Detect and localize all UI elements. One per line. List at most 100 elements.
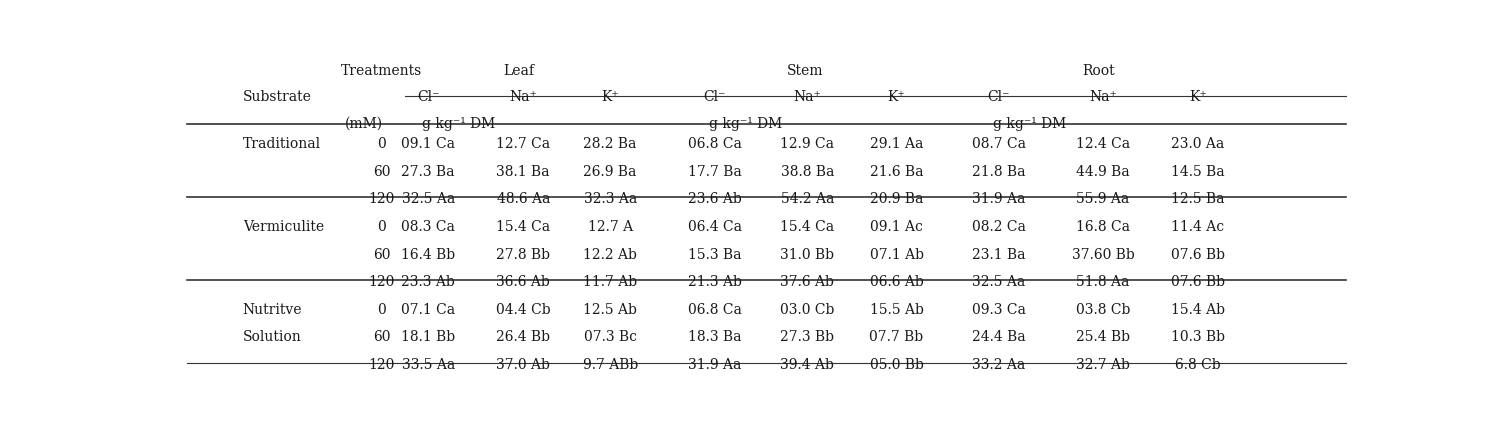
Text: K⁺: K⁺ [601, 90, 619, 104]
Text: 10.3 Bb: 10.3 Bb [1171, 330, 1225, 344]
Text: 28.2 Ba: 28.2 Ba [583, 137, 637, 151]
Text: Na⁺: Na⁺ [509, 90, 537, 104]
Text: Cl⁻: Cl⁻ [417, 90, 440, 104]
Text: 07.1 Ab: 07.1 Ab [869, 248, 923, 262]
Text: 0: 0 [377, 137, 386, 151]
Text: 12.7 A: 12.7 A [588, 220, 633, 234]
Text: 04.4 Cb: 04.4 Cb [495, 303, 551, 317]
Text: 26.4 Bb: 26.4 Bb [497, 330, 551, 344]
Text: 29.1 Aa: 29.1 Aa [869, 137, 923, 151]
Text: g kg⁻¹ DM: g kg⁻¹ DM [993, 117, 1067, 131]
Text: 14.5 Ba: 14.5 Ba [1171, 165, 1225, 179]
Text: 48.6 Aa: 48.6 Aa [497, 192, 551, 206]
Text: 09.1 Ca: 09.1 Ca [401, 137, 455, 151]
Text: 05.0 Bb: 05.0 Bb [869, 358, 923, 372]
Text: 9.7 ABb: 9.7 ABb [582, 358, 637, 372]
Text: 07.7 Bb: 07.7 Bb [869, 330, 923, 344]
Text: 60: 60 [373, 330, 390, 344]
Text: (mM): (mM) [346, 117, 383, 131]
Text: Solution: Solution [242, 330, 301, 344]
Text: 08.2 Ca: 08.2 Ca [971, 220, 1026, 234]
Text: 32.3 Aa: 32.3 Aa [583, 192, 637, 206]
Text: 27.3 Ba: 27.3 Ba [401, 165, 455, 179]
Text: 33.5 Aa: 33.5 Aa [401, 358, 455, 372]
Text: 07.3 Bc: 07.3 Bc [583, 330, 637, 344]
Text: 31.9 Aa: 31.9 Aa [972, 192, 1025, 206]
Text: Treatments: Treatments [341, 64, 422, 78]
Text: 26.9 Ba: 26.9 Ba [583, 165, 637, 179]
Text: 31.9 Aa: 31.9 Aa [688, 358, 741, 372]
Text: 12.4 Ca: 12.4 Ca [1076, 137, 1129, 151]
Text: 27.8 Bb: 27.8 Bb [497, 248, 551, 262]
Text: 12.5 Ba: 12.5 Ba [1171, 192, 1225, 206]
Text: g kg⁻¹ DM: g kg⁻¹ DM [422, 117, 495, 131]
Text: 37.6 Ab: 37.6 Ab [781, 275, 835, 289]
Text: 03.8 Cb: 03.8 Cb [1076, 303, 1129, 317]
Text: 12.9 Ca: 12.9 Ca [781, 137, 835, 151]
Text: 0: 0 [377, 303, 386, 317]
Text: 08.3 Ca: 08.3 Ca [401, 220, 455, 234]
Text: Traditional: Traditional [242, 137, 320, 151]
Text: 21.3 Ab: 21.3 Ab [688, 275, 742, 289]
Text: 60: 60 [373, 248, 390, 262]
Text: 21.8 Ba: 21.8 Ba [972, 165, 1025, 179]
Text: 24.4 Ba: 24.4 Ba [972, 330, 1025, 344]
Text: Cl⁻: Cl⁻ [703, 90, 726, 104]
Text: 15.4 Ca: 15.4 Ca [497, 220, 551, 234]
Text: 03.0 Cb: 03.0 Cb [779, 303, 835, 317]
Text: 6.8 Cb: 6.8 Cb [1176, 358, 1221, 372]
Text: Na⁺: Na⁺ [793, 90, 821, 104]
Text: 15.5 Ab: 15.5 Ab [869, 303, 923, 317]
Text: Na⁺: Na⁺ [1089, 90, 1118, 104]
Text: 08.7 Ca: 08.7 Ca [971, 137, 1026, 151]
Text: 120: 120 [368, 192, 395, 206]
Text: 37.0 Ab: 37.0 Ab [497, 358, 551, 372]
Text: 11.7 Ab: 11.7 Ab [583, 275, 637, 289]
Text: 60: 60 [373, 165, 390, 179]
Text: 23.1 Ba: 23.1 Ba [972, 248, 1025, 262]
Text: 07.1 Ca: 07.1 Ca [401, 303, 455, 317]
Text: 21.6 Ba: 21.6 Ba [869, 165, 923, 179]
Text: 25.4 Bb: 25.4 Bb [1076, 330, 1129, 344]
Text: 38.8 Ba: 38.8 Ba [781, 165, 833, 179]
Text: 18.1 Bb: 18.1 Bb [401, 330, 455, 344]
Text: Cl⁻: Cl⁻ [987, 90, 1010, 104]
Text: 39.4 Ab: 39.4 Ab [781, 358, 835, 372]
Text: 16.8 Ca: 16.8 Ca [1076, 220, 1129, 234]
Text: 15.3 Ba: 15.3 Ba [688, 248, 742, 262]
Text: 12.5 Ab: 12.5 Ab [583, 303, 637, 317]
Text: 55.9 Aa: 55.9 Aa [1076, 192, 1129, 206]
Text: 06.8 Ca: 06.8 Ca [688, 303, 742, 317]
Text: Leaf: Leaf [504, 64, 534, 78]
Text: Substrate: Substrate [242, 90, 311, 104]
Text: 07.6 Bb: 07.6 Bb [1171, 248, 1225, 262]
Text: 120: 120 [368, 358, 395, 372]
Text: 15.4 Ab: 15.4 Ab [1171, 303, 1225, 317]
Text: 06.8 Ca: 06.8 Ca [688, 137, 742, 151]
Text: 06.6 Ab: 06.6 Ab [869, 275, 923, 289]
Text: Vermiculite: Vermiculite [242, 220, 323, 234]
Text: 09.1 Ac: 09.1 Ac [871, 220, 923, 234]
Text: Stem: Stem [787, 64, 824, 78]
Text: 17.7 Ba: 17.7 Ba [688, 165, 742, 179]
Text: 32.5 Aa: 32.5 Aa [972, 275, 1025, 289]
Text: 23.6 Ab: 23.6 Ab [688, 192, 742, 206]
Text: 11.4 Ac: 11.4 Ac [1171, 220, 1225, 234]
Text: 27.3 Bb: 27.3 Bb [781, 330, 835, 344]
Text: 0: 0 [377, 220, 386, 234]
Text: 38.1 Ba: 38.1 Ba [497, 165, 551, 179]
Text: Root: Root [1082, 64, 1115, 78]
Text: 07.6 Bb: 07.6 Bb [1171, 275, 1225, 289]
Text: 16.4 Bb: 16.4 Bb [401, 248, 455, 262]
Text: 12.7 Ca: 12.7 Ca [497, 137, 551, 151]
Text: 32.5 Aa: 32.5 Aa [401, 192, 455, 206]
Text: 23.0 Aa: 23.0 Aa [1171, 137, 1225, 151]
Text: K⁺: K⁺ [1189, 90, 1207, 104]
Text: 36.6 Ab: 36.6 Ab [497, 275, 551, 289]
Text: 51.8 Aa: 51.8 Aa [1076, 275, 1129, 289]
Text: 18.3 Ba: 18.3 Ba [688, 330, 742, 344]
Text: g kg⁻¹ DM: g kg⁻¹ DM [709, 117, 782, 131]
Text: 23.3 Ab: 23.3 Ab [401, 275, 455, 289]
Text: 54.2 Aa: 54.2 Aa [781, 192, 833, 206]
Text: 32.7 Ab: 32.7 Ab [1076, 358, 1129, 372]
